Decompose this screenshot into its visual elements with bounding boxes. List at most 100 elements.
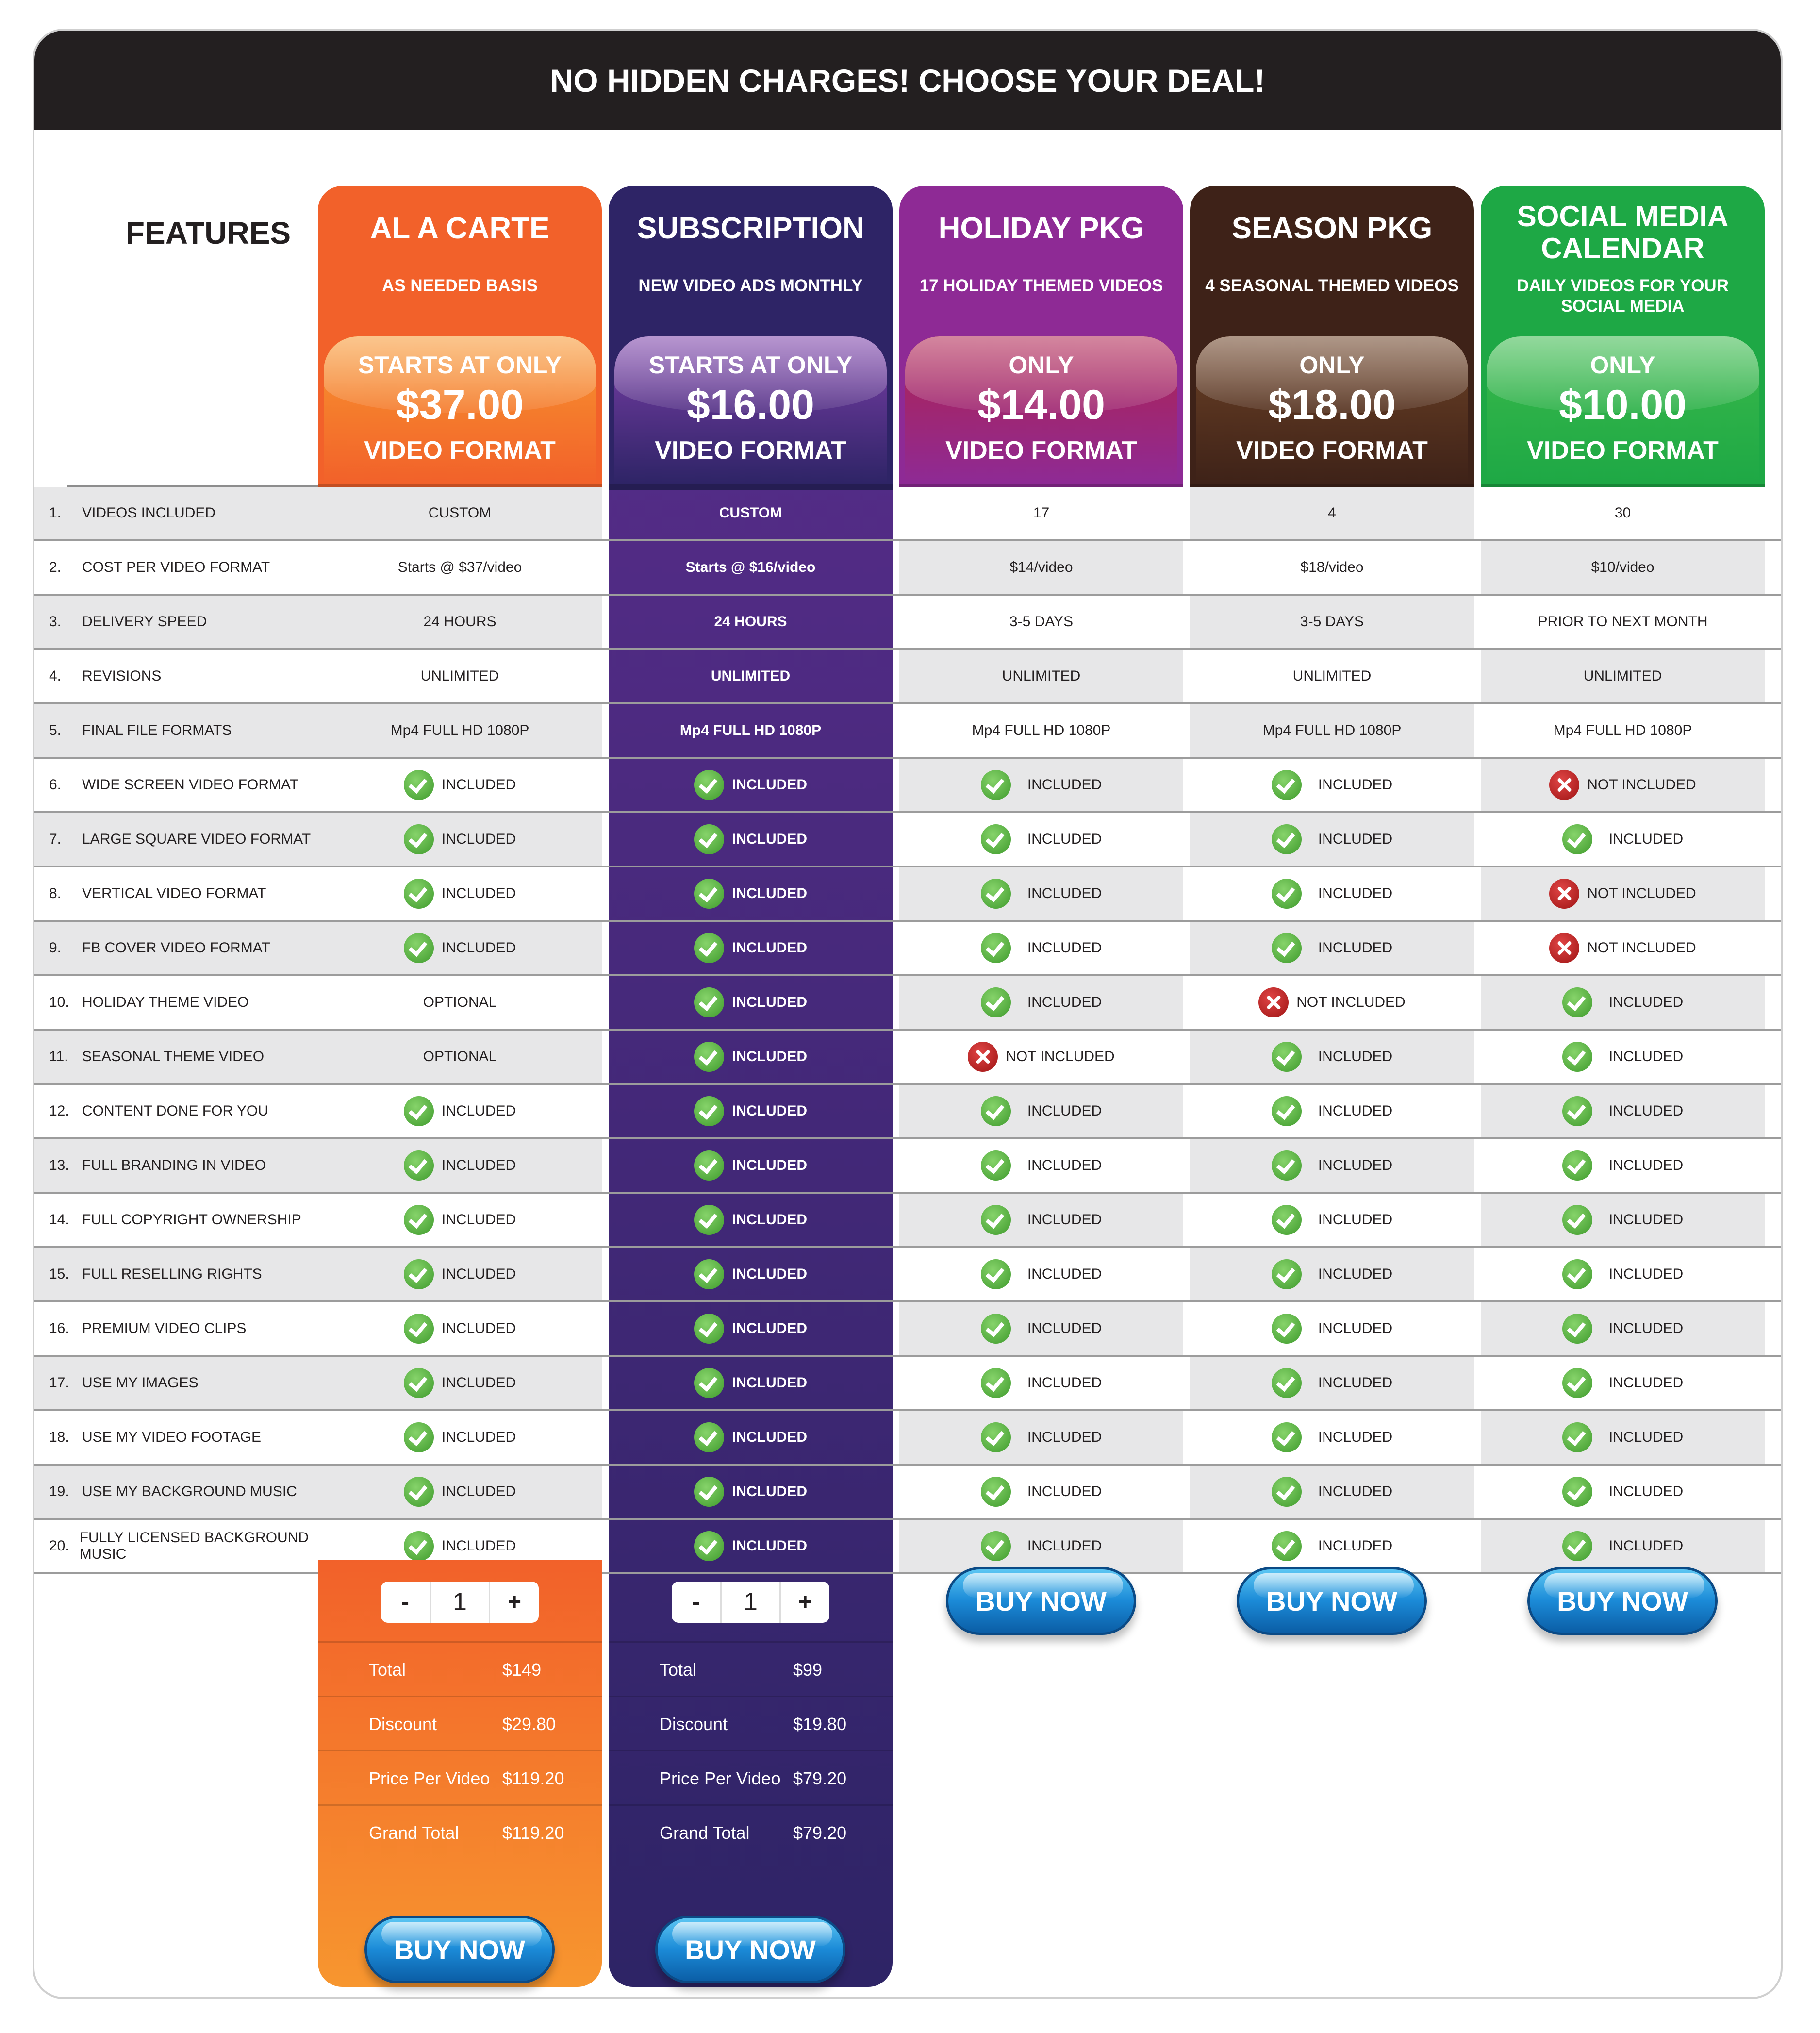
plan-cell: INCLUDED bbox=[1481, 1085, 1765, 1137]
cell-value: OPTIONAL bbox=[423, 1049, 497, 1065]
cell-value: Mp4 FULL HD 1080P bbox=[679, 722, 822, 738]
summary-value: $99 bbox=[793, 1660, 823, 1680]
decrement-button[interactable]: - bbox=[692, 1589, 700, 1615]
buy-now-button[interactable]: BUY NOW bbox=[364, 1916, 555, 1983]
cell-value: Mp4 FULL HD 1080P bbox=[390, 722, 529, 738]
feature-name: PREMIUM VIDEO CLIPS bbox=[82, 1320, 247, 1336]
cell-value: INCLUDED bbox=[1608, 831, 1684, 847]
increment-button[interactable]: + bbox=[507, 1589, 522, 1615]
cell-value: INCLUDED bbox=[732, 1157, 807, 1173]
cell-value: NOT INCLUDED bbox=[1006, 1049, 1115, 1065]
decrement-button[interactable]: - bbox=[401, 1589, 409, 1615]
summary-value: $79.20 bbox=[793, 1823, 847, 1843]
check-circle-icon bbox=[1562, 1042, 1592, 1072]
check-circle-icon bbox=[980, 1422, 1011, 1452]
check-circle-icon bbox=[403, 1314, 434, 1344]
feature-name: USE MY IMAGES bbox=[82, 1375, 199, 1391]
check-circle-icon bbox=[980, 987, 1011, 1017]
cell-value: INCLUDED bbox=[1027, 885, 1102, 901]
plan-cell: Mp4 FULL HD 1080P bbox=[1190, 704, 1474, 757]
feature-name: USE MY VIDEO FOOTAGE bbox=[82, 1429, 261, 1445]
plan-cell: INCLUDED bbox=[899, 976, 1183, 1029]
summary-value: $119.20 bbox=[502, 1768, 564, 1788]
plan-cell: INCLUDED bbox=[609, 976, 893, 1029]
plan-column-4: SEASON PKG 4 SEASONAL THEMED VIDEOS ONLY $1… bbox=[1190, 186, 1474, 489]
cell-value: 3-5 DAYS bbox=[1009, 614, 1074, 630]
check-circle-icon bbox=[1271, 1477, 1302, 1507]
check-circle-icon bbox=[980, 824, 1011, 854]
summary-label: Grand Total bbox=[369, 1823, 459, 1843]
feature-label: 11. SEASONAL THEME VIDEO bbox=[34, 1031, 338, 1083]
plan-cell: INCLUDED bbox=[899, 813, 1183, 866]
feature-label: 14. FULL COPYRIGHT OWNERSHIP bbox=[34, 1194, 338, 1246]
feature-name: FULL COPYRIGHT OWNERSHIP bbox=[82, 1212, 301, 1228]
check-circle-icon bbox=[1562, 1314, 1592, 1344]
cell-value: INCLUDED bbox=[1318, 1375, 1393, 1391]
buy-now-button[interactable]: BUY NOW bbox=[946, 1567, 1136, 1635]
buy-now-button[interactable]: BUY NOW bbox=[1527, 1567, 1718, 1635]
check-circle-icon bbox=[980, 770, 1011, 800]
feature-number: 15. bbox=[49, 1266, 69, 1282]
buy-now-button[interactable]: BUY NOW bbox=[655, 1916, 845, 1983]
discount-row: Discount $29.80 bbox=[318, 1696, 602, 1751]
plan-cell: INCLUDED bbox=[318, 1302, 602, 1355]
plan-cell: INCLUDED bbox=[899, 1520, 1183, 1572]
plan-cell: INCLUDED bbox=[318, 1466, 602, 1518]
price-suffix: VIDEO FORMAT bbox=[655, 436, 846, 465]
plan-header: AL A CARTE AS NEEDED BASIS STARTS AT ONLY $… bbox=[318, 186, 602, 489]
plan-cell: INCLUDED bbox=[318, 922, 602, 974]
table-row: 7. LARGE SQUARE VIDEO FORMAT INCLUDED INCLU… bbox=[34, 813, 1781, 867]
check-circle-icon bbox=[694, 1150, 724, 1181]
plan-cell: INCLUDED bbox=[1481, 1357, 1765, 1409]
feature-label: 17. USE MY IMAGES bbox=[34, 1357, 338, 1409]
buy-now-button[interactable]: BUY NOW bbox=[1237, 1567, 1427, 1635]
plan-cell: INCLUDED bbox=[899, 922, 1183, 974]
plan-cell: INCLUDED bbox=[1190, 1085, 1474, 1137]
price-per-video-row: Price Per Video $119.20 bbox=[318, 1750, 602, 1806]
table-row: 10. HOLIDAY THEME VIDEO OPTIONAL INCLUDED IN… bbox=[34, 976, 1781, 1031]
quantity-value[interactable]: 1 bbox=[720, 1582, 781, 1623]
increment-button[interactable]: + bbox=[798, 1589, 812, 1615]
cell-value: Mp4 FULL HD 1080P bbox=[1553, 722, 1692, 738]
cell-value: INCLUDED bbox=[441, 1375, 516, 1391]
quantity-stepper[interactable]: -1 + bbox=[672, 1582, 829, 1623]
x-circle-icon bbox=[1258, 987, 1289, 1017]
feature-label: 1. VIDEOS INCLUDED bbox=[34, 487, 338, 539]
check-circle-icon bbox=[694, 1531, 724, 1561]
table-row: 16. PREMIUM VIDEO CLIPS INCLUDED INCLUDED IN… bbox=[34, 1302, 1781, 1357]
feature-name: FULL RESELLING RIGHTS bbox=[82, 1266, 262, 1282]
check-circle-icon bbox=[403, 933, 434, 963]
cell-value: 4 bbox=[1328, 505, 1336, 521]
price-amount: $16.00 bbox=[686, 382, 815, 428]
discount-row: Discount $19.80 bbox=[609, 1696, 893, 1751]
cell-value: INCLUDED bbox=[1318, 940, 1393, 956]
cell-value: $18/video bbox=[1300, 559, 1364, 575]
plan-name: HOLIDAY PKG bbox=[938, 212, 1144, 245]
quantity-value[interactable]: 1 bbox=[430, 1582, 490, 1623]
summary-value: $79.20 bbox=[793, 1768, 847, 1788]
feature-number: 2. bbox=[49, 559, 62, 575]
summary-label: Price Per Video bbox=[660, 1768, 781, 1788]
check-circle-icon bbox=[1271, 1150, 1302, 1181]
plan-subtitle: DAILY VIDEOS FOR YOUR SOCIAL MEDIA bbox=[1517, 276, 1729, 316]
table-row: 3. DELIVERY SPEED 24 HOURS 24 HOURS 3-5 DAYS… bbox=[34, 596, 1781, 650]
plan-cell: CUSTOM bbox=[609, 487, 893, 539]
plan-cell: NOT INCLUDED bbox=[1481, 867, 1765, 920]
check-circle-icon bbox=[1562, 1422, 1592, 1452]
cell-value: 30 bbox=[1614, 505, 1631, 521]
feature-number: 13. bbox=[49, 1157, 69, 1173]
plan-cell: INCLUDED bbox=[318, 813, 602, 866]
plan-cell: INCLUDED bbox=[1190, 1031, 1474, 1083]
check-circle-icon bbox=[1271, 770, 1302, 800]
cell-value: INCLUDED bbox=[1318, 1483, 1393, 1500]
feature-number: 9. bbox=[49, 940, 62, 956]
plan-cell: 3-5 DAYS bbox=[899, 596, 1183, 648]
feature-name: SEASONAL THEME VIDEO bbox=[82, 1049, 265, 1065]
plan-cell: NOT INCLUDED bbox=[1190, 976, 1474, 1029]
plan-cell: INCLUDED bbox=[318, 1411, 602, 1464]
cell-value: INCLUDED bbox=[1318, 1157, 1393, 1173]
plan-cell: INCLUDED bbox=[609, 1466, 893, 1518]
x-circle-icon bbox=[1549, 879, 1580, 909]
plan-cell: 4 bbox=[1190, 487, 1474, 539]
quantity-stepper[interactable]: -1 + bbox=[381, 1582, 539, 1623]
